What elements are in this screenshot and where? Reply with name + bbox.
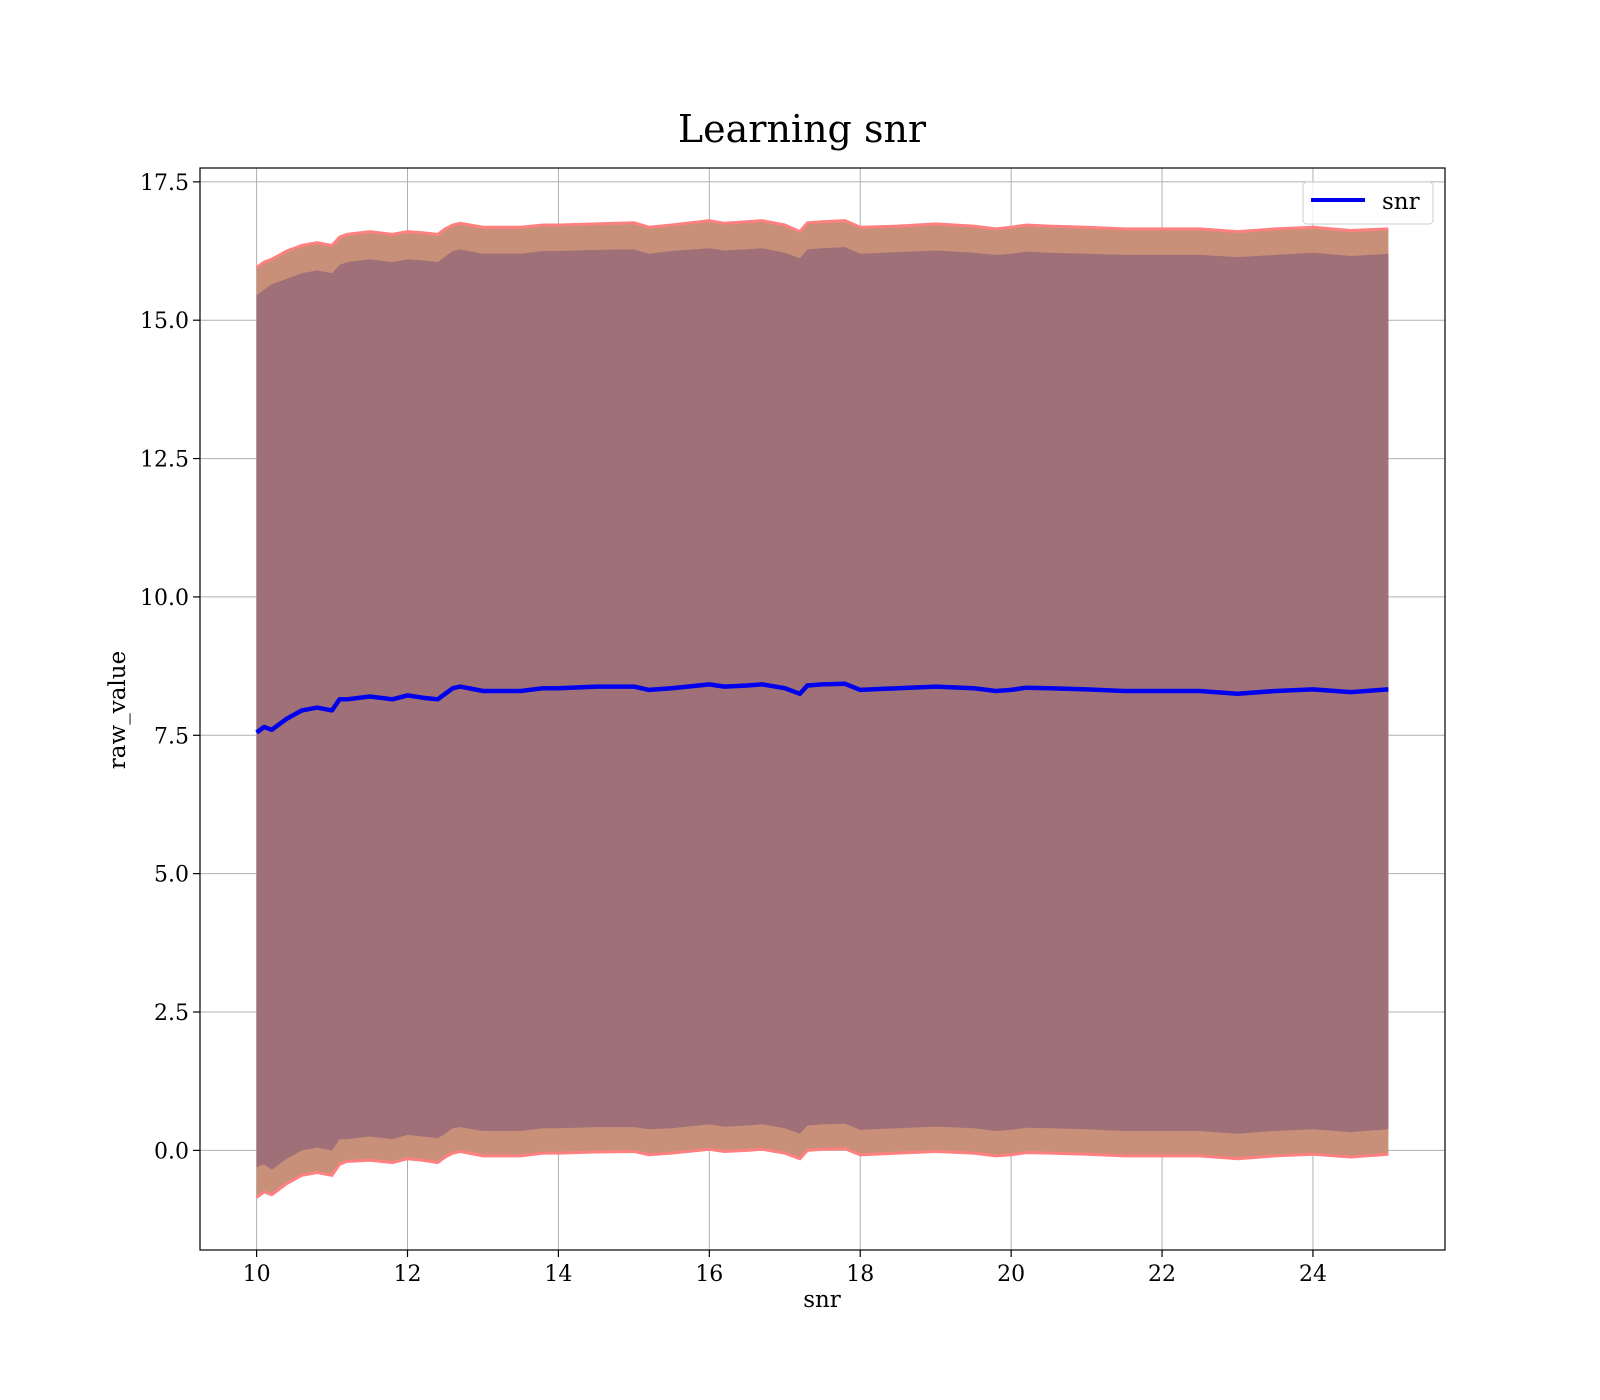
x-tick-label: 20 bbox=[997, 1262, 1025, 1287]
outer-band-lower-edge bbox=[255, 1147, 1389, 1199]
outer-band-upper-edge bbox=[255, 219, 1389, 269]
y-tick-label: 5.0 bbox=[154, 863, 189, 888]
series-line-snr bbox=[255, 681, 1389, 735]
y-tick-label: 2.5 bbox=[154, 1001, 189, 1026]
x-tick-label: 18 bbox=[846, 1262, 874, 1287]
x-tick-label: 22 bbox=[1148, 1262, 1176, 1287]
inner-band bbox=[256, 247, 1389, 1170]
y-tick-label: 17.5 bbox=[140, 171, 189, 196]
legend: snr bbox=[1302, 181, 1434, 225]
y-tick-label: 15.0 bbox=[140, 309, 189, 334]
y-tick-label: 10.0 bbox=[140, 586, 189, 611]
plot-frame bbox=[199, 167, 1446, 1251]
y-tick-label: 12.5 bbox=[140, 448, 189, 473]
y-tick-label: 7.5 bbox=[154, 724, 189, 749]
line-layer bbox=[255, 681, 1389, 735]
x-tick-label: 14 bbox=[544, 1262, 572, 1287]
y-axis-label: raw_value bbox=[105, 651, 131, 769]
chart-title: Learning snr bbox=[678, 107, 927, 151]
x-tick-label: 10 bbox=[243, 1262, 271, 1287]
legend-label-snr: snr bbox=[1382, 189, 1420, 215]
legend-box bbox=[1302, 181, 1434, 225]
x-tick-label: 24 bbox=[1299, 1262, 1327, 1287]
x-tick-label: 12 bbox=[394, 1262, 422, 1287]
y-tick-label: 0.0 bbox=[154, 1139, 189, 1164]
x-tick-label: 16 bbox=[695, 1262, 723, 1287]
x-axis-label: snr bbox=[803, 1287, 841, 1313]
band-layer bbox=[255, 219, 1389, 1199]
tick-layer: 10 12 14 16 18 20 22 24 0.0 2.5 5.0 7.5 10.0 12.5 15.0… bbox=[140, 171, 1327, 1287]
